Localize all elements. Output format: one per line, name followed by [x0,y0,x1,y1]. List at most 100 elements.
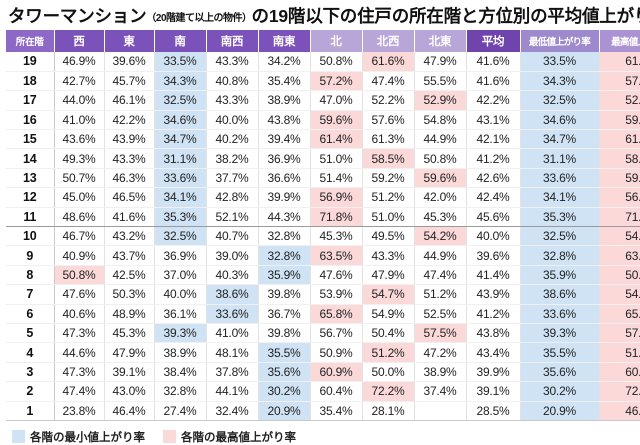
table-row: 7 47.6% 50.3% 40.0% 38.6% 39.8% 53.9% 54.7% 51.2… [6,284,640,305]
table-row: 13 50.7% 46.3% 33.6% 37.7% 36.6% 51.4% 59.2% 59.… [6,168,640,189]
cell-average: 43.4% [466,342,521,363]
cell-southwest: 40.3% [206,265,259,286]
cell-north: 59.6% [310,110,363,131]
cell-west: 40.9% [54,245,105,266]
cell-northwest: 47.4% [362,71,415,92]
cell-east: 46.3% [104,168,155,189]
cell-north: 56.9% [310,187,363,208]
cell-south: 27.4% [154,401,207,421]
legend-label-high: 各階の最高値上がり率 [181,431,296,444]
col-header-average: 平均 [466,30,521,52]
cell-min-rate: 30.2% [520,381,600,402]
cell-southeast: 44.3% [258,207,311,228]
cell-northwest: 49.5% [362,226,415,247]
cell-min-rate: 39.3% [520,323,600,344]
cell-north: 51.4% [310,168,363,189]
cell-northwest: 61.3% [362,129,415,150]
table-row: 12 45.0% 46.5% 34.1% 42.8% 39.9% 56.9% 51.2% 42.… [6,187,640,208]
row-floor-label: 4 [6,342,55,363]
cell-west: 46.7% [54,226,105,247]
col-header-north: 北 [310,30,363,52]
col-header-west: 西 [54,30,105,52]
cell-southeast: 36.6% [258,168,311,189]
cell-min-rate: 35.6% [520,362,600,383]
cell-northwest: 59.2% [362,168,415,189]
cell-average: 42.2% [466,90,521,111]
cell-east: 43.2% [104,226,155,247]
cell-southwest: 40.8% [206,71,259,92]
cell-max-rate: 61.4% [599,129,640,150]
col-header-northeast: 北東 [414,30,467,52]
cell-southwest: 37.7% [206,168,259,189]
cell-west: 41.0% [54,110,105,131]
cell-northwest: 54.7% [362,284,415,305]
cell-south: 38.9% [154,342,207,363]
legend-item-high: 各階の最高値上がり率 [163,429,296,445]
cell-max-rate: 63.5% [599,245,640,266]
col-header-min-rate: 最低値上がり率 [520,30,600,52]
cell-east: 42.5% [104,265,155,286]
row-floor-label: 11 [6,207,55,228]
cell-average: 42.1% [466,129,521,150]
cell-southeast: 39.8% [258,284,311,305]
cell-north: 47.0% [310,90,363,111]
cell-northwest: 51.0% [362,207,415,228]
cell-south: 32.5% [154,226,207,247]
table-row: 10 46.7% 43.2% 32.5% 40.7% 32.8% 45.3% 49.5% 54.… [6,226,640,247]
cell-southeast: 36.9% [258,148,311,169]
cell-north: 60.4% [310,381,363,402]
cell-northwest: 47.9% [362,265,415,286]
cell-max-rate: 65.8% [599,304,640,324]
cell-average: 41.2% [466,304,521,324]
cell-west: 49.3% [54,148,105,169]
cell-average: 42.4% [466,187,521,208]
cell-average: 45.6% [466,207,521,228]
cell-southeast: 39.4% [258,129,311,150]
cell-south: 33.6% [154,168,207,189]
cell-north: 53.9% [310,284,363,305]
cell-southeast: 35.6% [258,362,311,383]
cell-max-rate: 57.2% [599,71,640,92]
cell-northeast: 42.0% [414,187,467,208]
cell-north: 60.9% [310,362,363,383]
cell-southwest: 40.7% [206,226,259,247]
cell-north: 57.2% [310,71,363,92]
cell-west: 47.4% [54,381,105,402]
row-floor-label: 16 [6,110,55,131]
cell-max-rate: 46.4% [599,401,640,421]
cell-average: 43.1% [466,110,521,131]
cell-average: 28.5% [466,401,521,421]
cell-south: 36.9% [154,245,207,266]
table-row: 15 43.6% 43.9% 34.7% 40.2% 39.4% 61.4% 61.3% 44.… [6,129,640,150]
cell-north: 56.7% [310,323,363,344]
cell-average: 41.6% [466,52,521,72]
cell-min-rate: 32.5% [520,226,600,247]
row-floor-label: 12 [6,187,55,208]
cell-northeast: 57.5% [414,323,467,344]
row-floor-label: 19 [6,52,55,72]
cell-southwest: 37.8% [206,362,259,383]
cell-north: 50.8% [310,52,363,72]
cell-southeast: 34.2% [258,52,311,72]
cell-southwest: 39.0% [206,245,259,266]
cell-south: 38.4% [154,362,207,383]
cell-south: 32.5% [154,90,207,111]
cell-northeast [414,401,467,421]
cell-south: 39.3% [154,323,207,344]
cell-south: 36.1% [154,304,207,324]
cell-southwest: 33.6% [206,304,259,324]
row-floor-label: 15 [6,129,55,150]
cell-northeast: 54.2% [414,226,467,247]
cell-southeast: 38.9% [258,90,311,111]
legend-swatch-low-icon [12,430,25,444]
cell-southeast: 39.8% [258,323,311,344]
cell-northwest: 43.3% [362,245,415,266]
cell-south: 33.5% [154,52,207,72]
table-row: 19 46.9% 39.6% 33.5% 43.3% 34.2% 50.8% 61.6% 47.… [6,52,640,72]
cell-northeast: 37.4% [414,381,467,402]
price-increase-table: 所在階 西 東 南 南西 南東 北 北西 北東 平均 最低値上がり率 最高値上が… [6,30,640,421]
cell-average: 40.0% [466,226,521,247]
cell-east: 43.7% [104,245,155,266]
cell-north: 71.8% [310,207,363,228]
cell-southwest: 43.3% [206,90,259,111]
